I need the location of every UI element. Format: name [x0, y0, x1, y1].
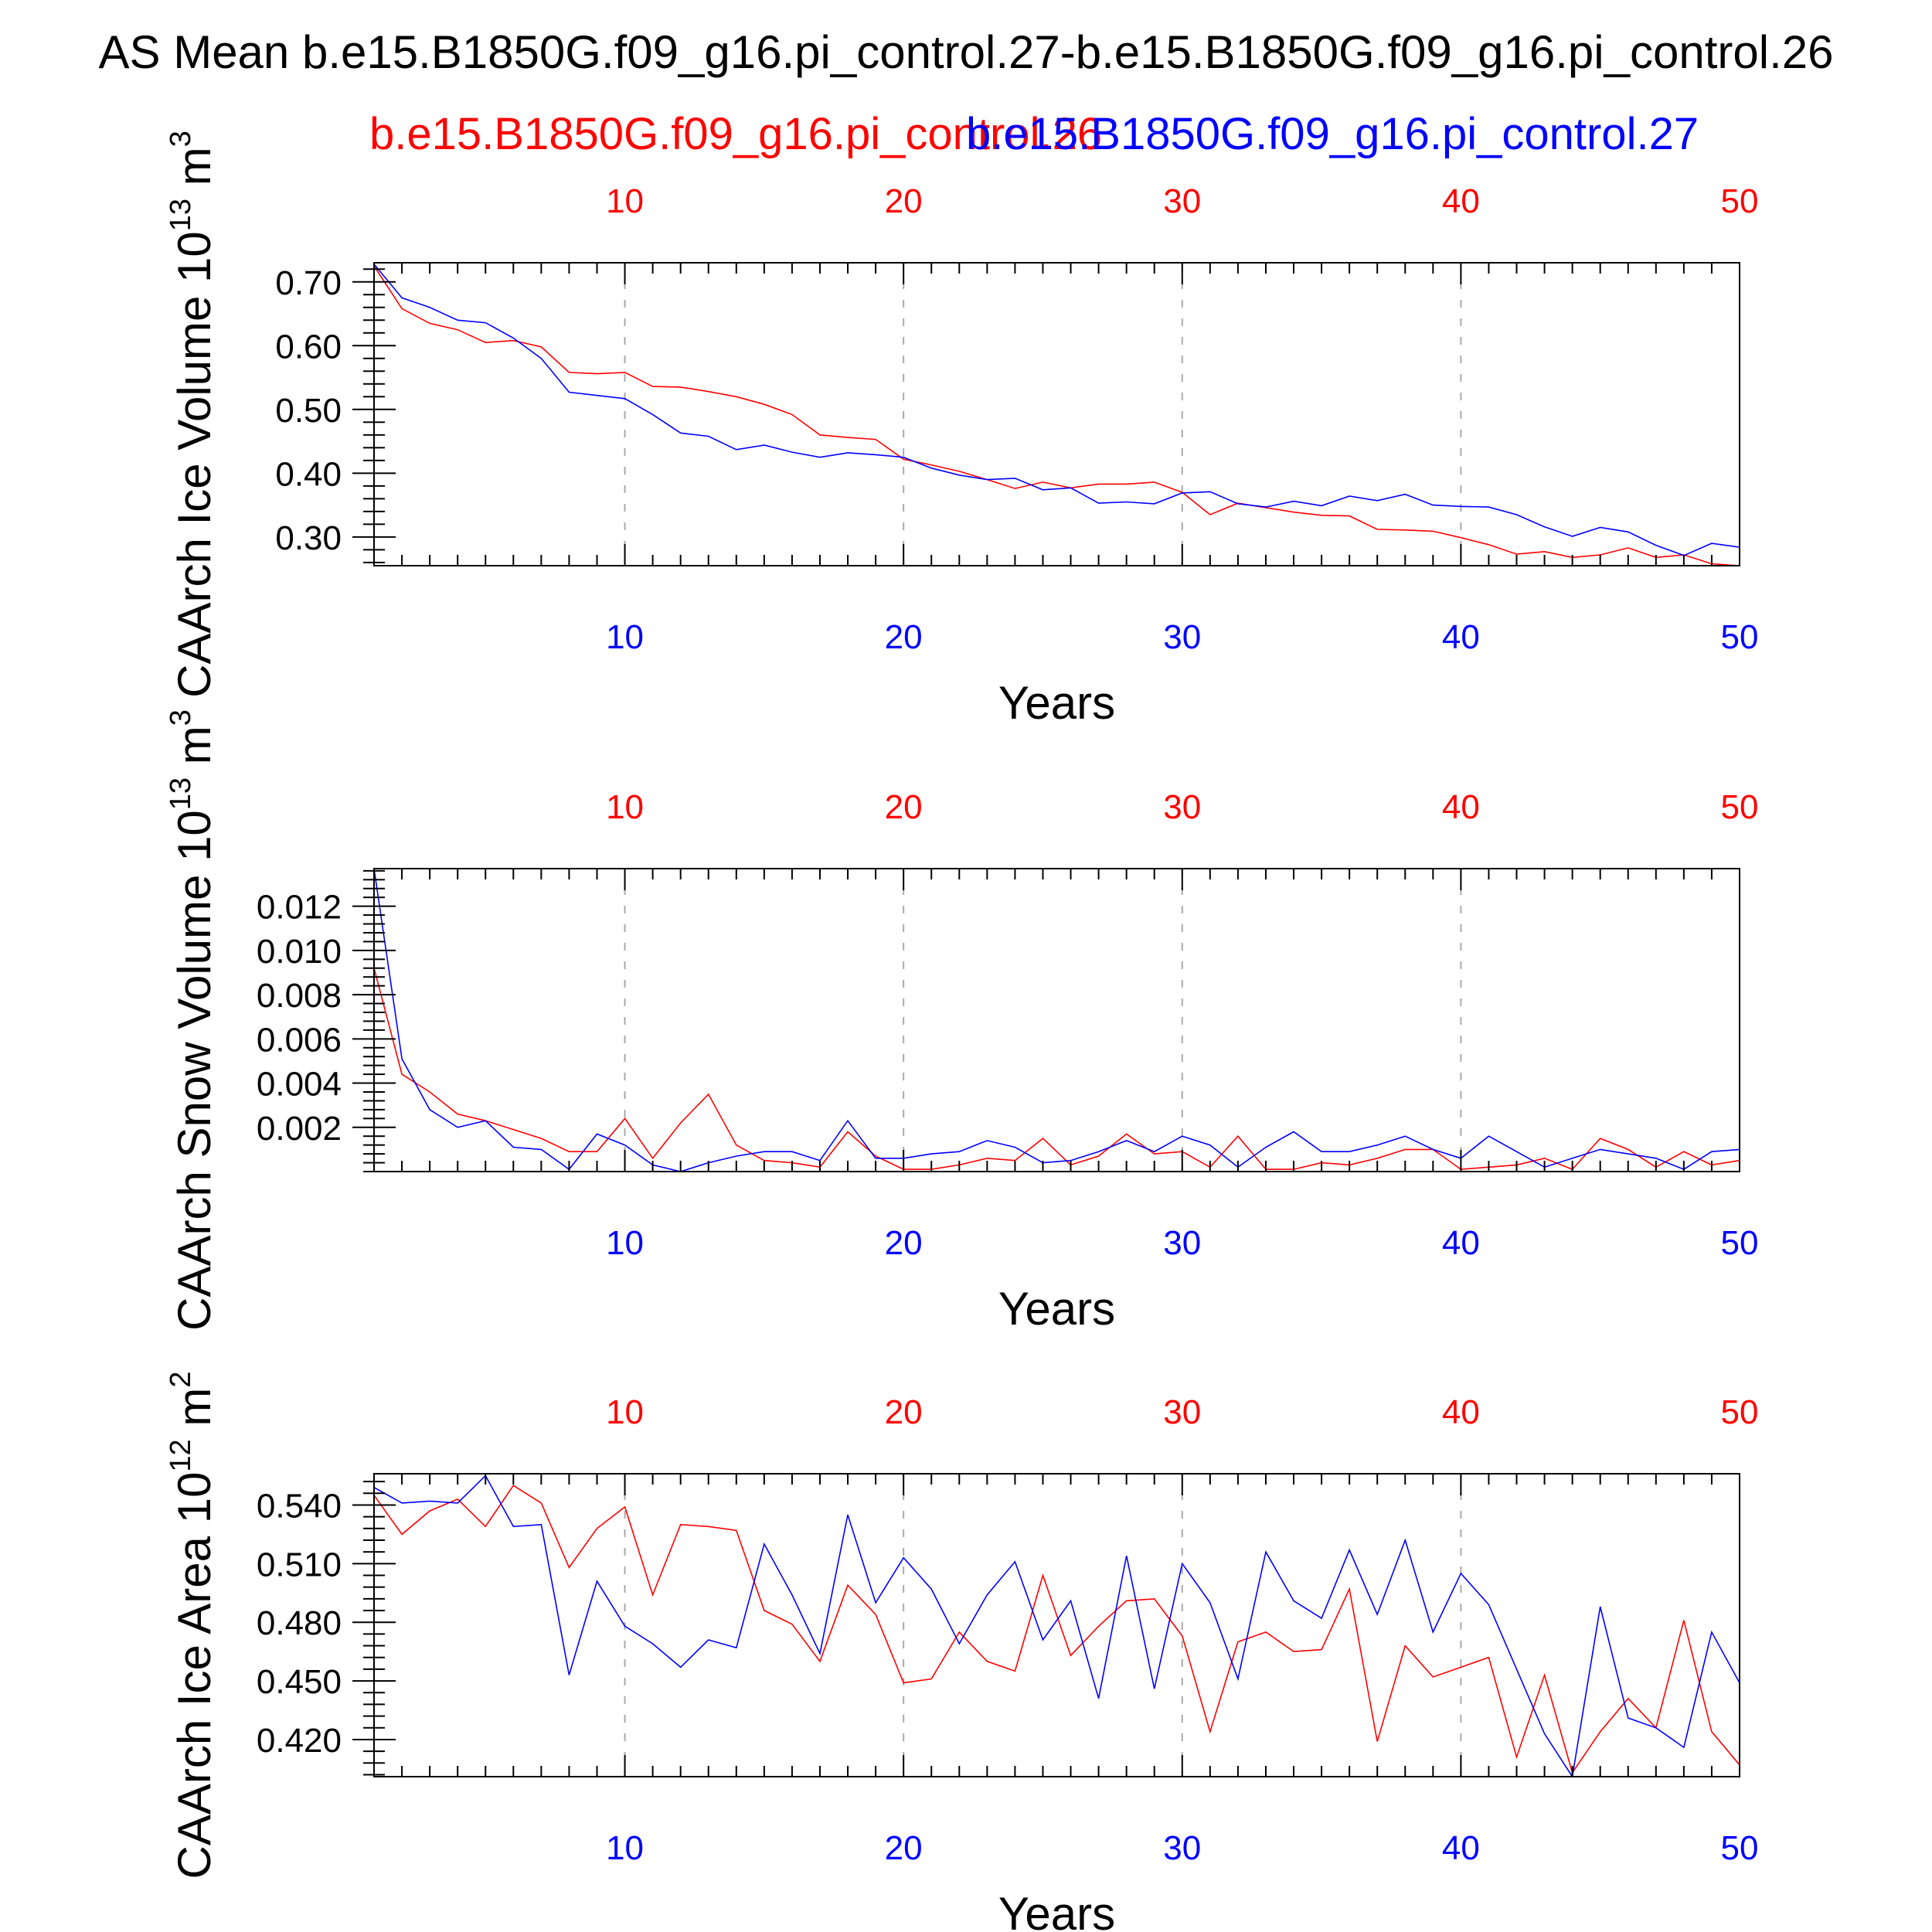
- x-tick-label-bottom: 10: [606, 618, 644, 656]
- x-tick-label-top: 40: [1442, 182, 1480, 220]
- y-tick-label: 0.010: [257, 933, 342, 971]
- y-axis-label-unit-exponent: 2: [165, 1371, 197, 1387]
- y-axis-label-unit: m: [168, 147, 220, 199]
- chart-panels: 10 10 20 20 30 30 40 40 50 50 0.30 0.40 0.50 0.60 0.70…: [165, 131, 1758, 1932]
- y-axis-label-exponent: 12: [165, 1439, 197, 1471]
- x-tick-label-top: 10: [606, 1393, 644, 1431]
- y-axis-label-main: CAArch Ice Area 10: [168, 1472, 220, 1879]
- y-axis-label-unit-exponent: 3: [165, 131, 197, 147]
- x-tick-label-bottom: 50: [1721, 1829, 1759, 1867]
- y-tick-label: 0.70: [275, 264, 342, 302]
- y-axis-label: CAArch Ice Area 1012 m2: [165, 1371, 220, 1879]
- series-line-red: [374, 968, 1740, 1171]
- y-tick-label: 0.004: [257, 1066, 342, 1104]
- x-axis-label: Years: [998, 677, 1115, 729]
- y-axis-label-unit: m: [168, 1388, 220, 1440]
- y-axis-label-unit: m: [168, 726, 220, 777]
- series-line-blue: [374, 1475, 1740, 1777]
- y-axis-label-main: CAArch Snow Volume 10: [168, 810, 220, 1331]
- y-tick-label: 0.002: [257, 1110, 342, 1148]
- x-tick-label-bottom: 30: [1163, 1829, 1201, 1867]
- panel-3: 10 10 20 20 30 30 40 40 50 50 0.420 0.450 0.480 0.510…: [165, 1371, 1758, 1932]
- x-tick-label-top: 40: [1442, 1393, 1480, 1431]
- y-tick-label: 0.480: [257, 1604, 342, 1642]
- x-tick-label-bottom: 40: [1442, 1224, 1480, 1262]
- y-axis-label-unit-exponent: 3: [165, 709, 197, 726]
- legend-label-red: b.e15.B1850G.f09_g16.pi_control.26: [369, 109, 1102, 159]
- series-line-blue: [374, 869, 1740, 1172]
- x-axis-label: Years: [998, 1283, 1115, 1335]
- y-tick-label: 0.540: [257, 1487, 342, 1525]
- x-tick-label-bottom: 20: [885, 618, 923, 656]
- x-tick-label-top: 30: [1163, 1393, 1201, 1431]
- x-tick-label-bottom: 30: [1163, 618, 1201, 656]
- y-axis-label-main: CAArch Ice Volume 10: [168, 231, 220, 698]
- x-tick-label-top: 50: [1721, 1393, 1759, 1431]
- figure-title: AS Mean b.e15.B1850G.f09_g16.pi_control.…: [99, 26, 1834, 78]
- y-tick-label: 0.420: [257, 1722, 342, 1760]
- series-line-red: [374, 265, 1740, 566]
- x-tick-label-top: 10: [606, 788, 644, 826]
- x-tick-label-bottom: 20: [885, 1829, 923, 1867]
- y-tick-label: 0.008: [257, 977, 342, 1015]
- y-tick-label: 0.006: [257, 1021, 342, 1059]
- x-tick-label-top: 30: [1163, 182, 1201, 220]
- x-tick-label-top: 40: [1442, 788, 1480, 826]
- x-tick-label-bottom: 50: [1721, 618, 1759, 656]
- y-tick-label: 0.510: [257, 1546, 342, 1583]
- plot-frame: [373, 262, 1740, 566]
- x-tick-label-top: 20: [885, 1393, 923, 1431]
- x-tick-label-top: 20: [885, 788, 923, 826]
- legend-label-blue: b.e15.B1850G.f09_g16.pi_control.27: [966, 109, 1699, 159]
- y-axis-label: CAArch Snow Volume 1013 m3: [165, 709, 220, 1331]
- y-tick-label: 0.012: [257, 889, 342, 927]
- x-tick-label-bottom: 30: [1163, 1224, 1201, 1262]
- x-tick-label-top: 20: [885, 182, 923, 220]
- y-tick-label: 0.60: [275, 328, 342, 366]
- series-line-blue: [374, 264, 1740, 556]
- panel-1: 10 10 20 20 30 30 40 40 50 50 0.30 0.40 0.50 0.60 0.70…: [165, 131, 1758, 729]
- y-tick-label: 0.30: [275, 519, 342, 557]
- y-tick-label: 0.450: [257, 1663, 342, 1701]
- x-axis-label: Years: [998, 1888, 1115, 1932]
- y-axis-label: CAArch Ice Volume 1013 m3: [165, 131, 220, 698]
- panel-2: 10 10 20 20 30 30 40 40 50 50 0.002 0.004 0.006 0.008…: [165, 709, 1758, 1335]
- x-tick-label-bottom: 40: [1442, 1829, 1480, 1867]
- x-tick-label-top: 50: [1721, 182, 1759, 220]
- x-tick-label-bottom: 20: [885, 1224, 923, 1262]
- y-axis-label-exponent: 13: [165, 777, 197, 810]
- plot-frame: [373, 1473, 1740, 1777]
- y-tick-label: 0.40: [275, 455, 342, 493]
- x-tick-label-top: 50: [1721, 788, 1759, 826]
- plot-frame: [373, 868, 1740, 1172]
- x-tick-label-top: 10: [606, 182, 644, 220]
- y-tick-label: 0.50: [275, 392, 342, 430]
- x-tick-label-bottom: 10: [606, 1829, 644, 1867]
- x-tick-label-top: 30: [1163, 788, 1201, 826]
- x-tick-label-bottom: 40: [1442, 618, 1480, 656]
- y-axis-label-exponent: 13: [165, 199, 197, 231]
- series-line-red: [374, 1485, 1740, 1774]
- x-tick-label-bottom: 50: [1721, 1224, 1759, 1262]
- x-tick-label-bottom: 10: [606, 1224, 644, 1262]
